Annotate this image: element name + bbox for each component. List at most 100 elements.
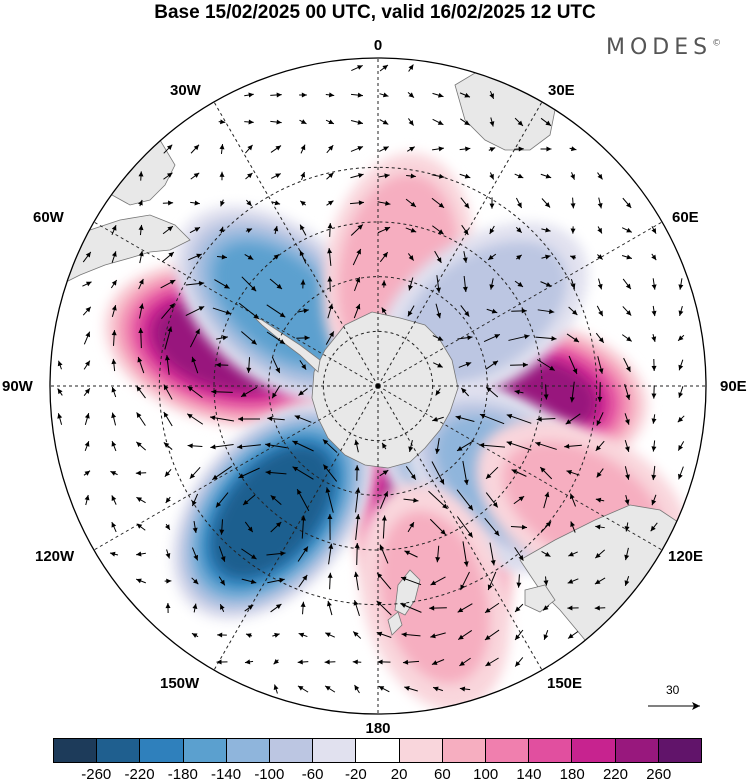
- wind-vector: [349, 200, 365, 206]
- wind-vector: [459, 686, 471, 692]
- wind-vector: [294, 415, 312, 423]
- wind-vector: [188, 253, 202, 261]
- wind-vector: [354, 465, 360, 481]
- wind-vector: [624, 440, 630, 452]
- wind-vector: [488, 147, 496, 152]
- wind-vector: [510, 524, 528, 530]
- wind-vector: [297, 685, 309, 693]
- wind-vector: [403, 497, 419, 503]
- colorbar-tick-label: 260: [646, 766, 672, 783]
- wind-vector: [536, 359, 556, 371]
- wind-vector: [485, 492, 499, 508]
- wind-vector: [542, 605, 550, 611]
- wind-vector: [163, 442, 173, 450]
- wind-vector: [462, 275, 468, 293]
- wind-vector: [354, 684, 360, 694]
- colorbar-swatch-12: [529, 739, 573, 762]
- wind-vector: [514, 146, 524, 152]
- wind-vector: [238, 416, 260, 422]
- wind-vector: [189, 328, 201, 348]
- wind-vector: [212, 307, 232, 315]
- wind-vector: [273, 684, 279, 694]
- colorbar-tick-label: 20: [390, 766, 408, 783]
- wind-vector: [485, 657, 499, 667]
- lon-label-30w: 30W: [170, 82, 202, 99]
- wind-vector: [514, 603, 524, 613]
- wind-vector: [292, 466, 314, 480]
- wind-vector: [300, 601, 306, 615]
- wind-vector: [192, 520, 198, 534]
- wind-vector: [241, 578, 257, 585]
- wind-vector: [111, 386, 117, 398]
- wind-vector: [217, 632, 227, 638]
- wind-vector: [624, 466, 630, 480]
- wind-vector: [238, 467, 260, 479]
- wind-vector: [162, 225, 174, 235]
- wind-vector: [597, 254, 603, 260]
- wind-vector: [514, 547, 524, 561]
- wind-vector: [489, 117, 495, 127]
- wind-vector: [622, 306, 632, 316]
- wind-vector: [678, 305, 684, 317]
- wind-vector: [271, 356, 281, 374]
- wind-vector: [352, 631, 362, 639]
- wind-vector: [459, 657, 471, 667]
- wind-vector: [408, 440, 414, 452]
- wind-vector: [136, 385, 146, 399]
- wind-vector: [430, 632, 446, 639]
- wind-vector: [267, 577, 285, 584]
- wind-vector: [138, 224, 144, 236]
- wind-vector: [651, 305, 657, 317]
- wind-vector: [185, 306, 205, 316]
- wind-vector: [456, 489, 474, 511]
- wind-vector: [327, 572, 333, 590]
- wind-vector: [165, 496, 171, 504]
- wind-vector: [431, 461, 445, 485]
- wind-vector: [138, 250, 144, 264]
- wind-vector: [540, 281, 552, 287]
- wind-vector: [536, 416, 556, 422]
- wind-vector: [299, 224, 307, 236]
- colorbar-swatch-9: [399, 739, 443, 762]
- wind-vector: [111, 412, 117, 426]
- wind-vector: [597, 197, 603, 209]
- wind-vector: [381, 442, 387, 450]
- wind-vector: [245, 228, 253, 233]
- wind-vector: [543, 629, 549, 641]
- wind-vector: [624, 413, 630, 425]
- wind-vector: [622, 197, 632, 209]
- wind-vector: [381, 307, 387, 315]
- wind-vector: [165, 523, 171, 531]
- wind-vector: [270, 521, 282, 533]
- colorbar-tick-label: -20: [345, 766, 367, 783]
- anomaly-center-10: [358, 483, 511, 711]
- colorbar-swatch-4: [183, 739, 227, 762]
- wind-vector: [621, 334, 633, 342]
- wind-vector: [160, 279, 176, 289]
- wind-vector: [407, 92, 415, 98]
- wind-vector: [191, 547, 199, 561]
- wind-vector: [489, 225, 495, 235]
- wind-vector: [352, 659, 362, 665]
- wind-vector: [379, 92, 389, 98]
- wind-vector: [543, 491, 550, 509]
- wind-vector: [624, 576, 630, 586]
- wind-vector: [401, 632, 421, 638]
- south-pole-marker: [375, 383, 381, 389]
- tasmania: [524, 584, 556, 613]
- wind-vector: [570, 279, 576, 289]
- wind-vector: [457, 603, 473, 613]
- wind-vector: [678, 466, 684, 480]
- colorbar-tick-label: 140: [516, 766, 542, 783]
- lon-label-60e: 60E: [672, 209, 699, 226]
- brand-logo: MODES©: [606, 35, 721, 60]
- colorbar-tick-label: 180: [559, 766, 585, 783]
- wind-vector: [353, 571, 359, 591]
- wind-vector: [431, 173, 445, 179]
- wind-vector: [597, 226, 603, 234]
- wind-vector: [297, 546, 309, 562]
- wind-vector: [535, 441, 557, 450]
- colorbar-swatch-15: [658, 739, 702, 762]
- wind-vector: [110, 279, 118, 289]
- wind-vector: [407, 521, 415, 533]
